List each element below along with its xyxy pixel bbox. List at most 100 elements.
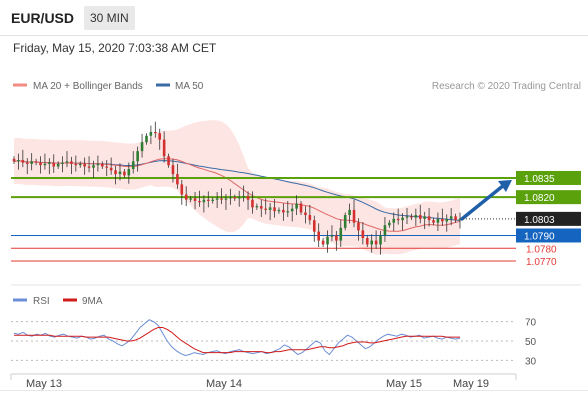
candle [145,133,148,145]
candle [83,157,86,175]
rsi-tick-label: 70 [525,318,537,329]
candle [233,194,237,201]
level-box-1 [516,190,581,205]
candle [348,203,351,224]
candle [308,204,312,225]
candle [441,208,444,226]
candle [273,199,276,218]
candle [171,158,175,183]
candle [184,186,188,207]
timestamp-label: Friday, May 15, 2020 7:03:38 AM CET [13,41,217,55]
candle [92,160,95,178]
candle [330,225,334,242]
candle [136,146,139,172]
candle [48,158,51,175]
ma9-legend-label: 9MA [82,296,103,307]
rsi-tick-label: 30 [525,356,537,367]
candle [17,153,20,170]
candle [445,214,449,232]
candle [304,206,307,224]
candle [229,188,232,205]
candle [127,162,131,184]
candle [101,161,104,170]
candle [414,208,418,226]
forecast-arrow-shaft [460,183,506,221]
candle [379,231,382,255]
candle [176,163,179,189]
candle [202,195,206,213]
candle [25,158,29,175]
candle [56,161,60,170]
candle [335,231,338,251]
candle [383,216,387,242]
candle [255,203,259,210]
candle [343,212,347,231]
symbol-title: EUR/USD [11,10,75,26]
forecast-arrow-head [498,179,512,192]
rsi-chart: RSI 9MA 70 50 30 May 13 May 14 May 15 May 19 [10,296,537,390]
candle [70,156,73,175]
candle [251,191,254,214]
candle [454,213,457,223]
candle [436,212,440,232]
candle [246,191,250,210]
candle [326,230,329,253]
candle [43,153,47,170]
candle [224,193,228,210]
candle [268,202,272,221]
candle [282,203,285,221]
rsi-ma-line [14,327,460,354]
interval-badge[interactable]: 30 MIN [84,6,135,30]
footer-divider [0,390,588,391]
rsi-legend-label: RSI [33,296,50,307]
candle [21,149,25,168]
candle [264,198,268,215]
candle [432,217,435,226]
candle [361,222,365,245]
chart-header: EUR/USD 30 MIN [0,0,588,36]
candle [427,208,431,227]
candle [352,199,356,228]
candle [167,153,170,168]
x-axis-label: May 14 [206,378,242,390]
candle [410,213,413,221]
candle [140,133,144,158]
candle [237,190,241,207]
x-axis-label: May 15 [386,378,422,390]
candle [396,208,400,225]
candle [321,238,325,247]
candle [312,215,316,242]
candle [52,154,56,173]
candle [87,156,91,173]
candle [105,160,109,177]
rsi-gridlines: 70 50 30 [11,318,537,367]
current-price-box [516,211,581,226]
candle [215,192,219,209]
level-label-1: 1.0820 [524,193,555,204]
candle [74,155,78,172]
level-label-2: 1.0790 [524,231,555,242]
candle [370,234,373,253]
candle [118,163,122,181]
rsi-series [13,319,461,357]
candle [114,165,117,185]
candle [30,153,33,171]
level-box-0 [516,170,581,185]
candle [299,200,303,216]
level-labels: 1.0835 1.0820 1.0790 1.0780 1.0770 1.0803 [463,170,581,268]
time-axis-labels: May 13 May 14 May 15 May 19 [10,374,517,390]
level-box-2 [516,228,581,243]
candle [259,199,263,217]
candle [458,212,462,229]
bollinger-band-area [14,120,460,255]
level-label-3: 1.0780 [526,244,557,255]
rsi-tick-label: 50 [525,337,537,348]
candle [109,157,113,175]
bollinger-band [14,120,460,255]
x-axis-label: May 13 [26,378,62,390]
forecast-arrow [460,179,512,221]
candle [198,190,201,207]
x-axis-label: May 19 [453,378,489,390]
candle [193,192,197,210]
candle [211,197,215,204]
